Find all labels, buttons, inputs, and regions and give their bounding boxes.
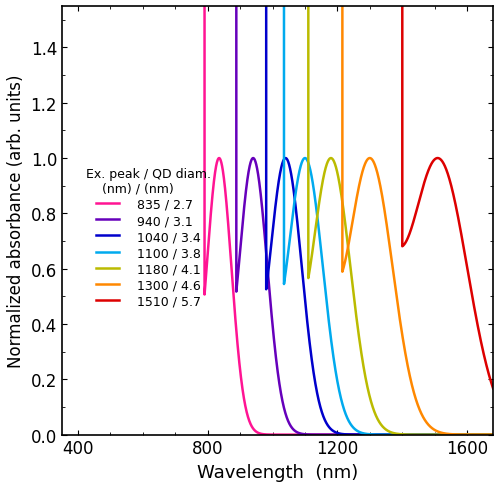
  1040 / 3.4 <box>416 432 422 438</box>
  940 / 3.1 <box>416 432 422 438</box>
Line:   835 / 2.7: 835 / 2.7 <box>46 0 500 435</box>
  1510 / 5.7 <box>496 402 500 408</box>
  835 / 2.7 <box>338 432 344 438</box>
  1180 / 4.1 <box>382 426 388 431</box>
Line:   1040 / 3.4: 1040 / 3.4 <box>46 0 500 435</box>
  835 / 2.7 <box>496 432 500 438</box>
  1300 / 4.6 <box>496 432 500 438</box>
Y-axis label: Normalized absorbance (arb. units): Normalized absorbance (arb. units) <box>7 74 25 367</box>
  940 / 3.1 <box>382 432 388 438</box>
  835 / 2.7 <box>382 432 388 438</box>
Legend:   835 / 2.7,   940 / 3.1,   1040 / 3.4,   1100 / 3.8,   1180 / 4.1,   1300 / 4.6: 835 / 2.7, 940 / 3.1, 1040 / 3.4, 1100 /… <box>81 163 216 313</box>
  1510 / 5.7 <box>416 200 422 205</box>
  835 / 2.7 <box>216 156 222 162</box>
  1180 / 4.1 <box>315 209 321 215</box>
  1180 / 4.1 <box>338 189 344 195</box>
  1100 / 3.8 <box>338 395 344 401</box>
  1100 / 3.8 <box>416 432 422 438</box>
  1180 / 4.1 <box>496 432 500 438</box>
Line:   1100 / 3.8: 1100 / 3.8 <box>46 0 500 435</box>
  1100 / 3.8 <box>382 432 388 438</box>
  1300 / 4.6 <box>382 207 388 213</box>
  1300 / 4.6 <box>416 405 422 411</box>
  1100 / 3.8 <box>496 432 500 438</box>
  835 / 2.7 <box>315 432 321 438</box>
  1040 / 3.4 <box>315 394 321 400</box>
  940 / 3.1 <box>315 432 321 438</box>
Line:   1180 / 4.1: 1180 / 4.1 <box>46 0 500 435</box>
Line:   940 / 3.1: 940 / 3.1 <box>46 0 500 435</box>
  940 / 3.1 <box>496 432 500 438</box>
  1040 / 3.4 <box>496 432 500 438</box>
  1040 / 3.4 <box>338 431 344 437</box>
  940 / 3.1 <box>338 432 344 438</box>
  1040 / 3.4 <box>382 432 388 438</box>
X-axis label: Wavelength  (nm): Wavelength (nm) <box>197 463 358 481</box>
  835 / 2.7 <box>416 432 422 438</box>
Line:   1300 / 4.6: 1300 / 4.6 <box>46 0 500 435</box>
Line:   1510 / 5.7: 1510 / 5.7 <box>46 0 500 405</box>
  1100 / 3.8 <box>315 219 321 225</box>
  1180 / 4.1 <box>416 432 422 438</box>
